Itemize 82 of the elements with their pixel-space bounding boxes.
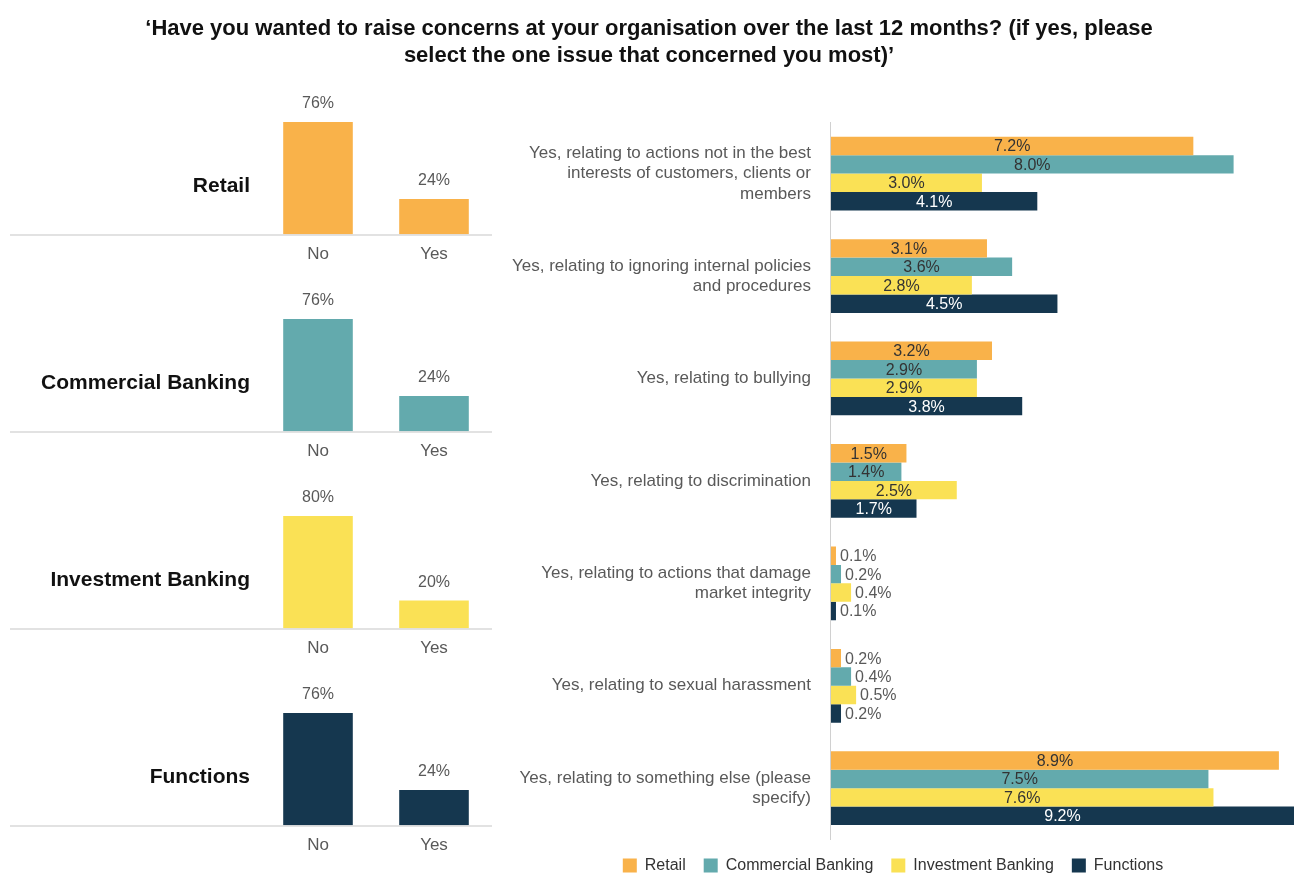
data-label: 3.2% [893,342,930,360]
data-label: 8.0% [1014,155,1051,173]
data-label: 7.5% [1001,770,1038,788]
bar [830,341,993,361]
data-label: 3.6% [903,258,940,276]
bar [830,648,842,668]
x-tick-label: No [307,835,329,855]
bar [830,601,836,621]
bar [830,564,842,584]
data-label: 0.2% [845,704,882,722]
data-label: 2.5% [875,481,913,499]
data-label: 76% [301,685,335,703]
bar [830,546,836,565]
y-axis-title: Retail [192,173,250,197]
bar [830,583,852,602]
bar [830,499,917,518]
data-label: 0.1% [839,602,877,620]
y-tick-label: Yes, relating to bullying [636,368,811,388]
x-tick-label: Yes [420,244,448,264]
y-axis-title: Commercial Banking [41,370,250,394]
x-tick-label: No [307,441,329,461]
data-label: 1.7% [855,499,892,517]
bar [830,192,1038,211]
y-tick-label: Yes, relating to ignoring internal policies and procedures [511,255,811,295]
data-label: 2.8% [883,276,920,294]
data-label: 80% [301,488,335,506]
data-label: 7.2% [993,137,1031,155]
data-label: 24% [417,368,451,386]
data-label: 0.5% [860,686,897,704]
data-label: 24% [417,171,451,189]
bar [830,294,1058,313]
data-label: 4.1% [915,192,953,210]
data-label: 1.4% [847,463,885,481]
data-label: 0.2% [845,565,882,583]
data-label: 2.9% [885,379,923,397]
data-label: 0.4% [855,583,892,601]
text: ‘Have you wanted to raise concerns at your organisation over the last 12 months? (if yes, please select the one issue that concerned you most)’ [144,14,1154,68]
data-label: 8.9% [1036,751,1074,769]
legend-label: Functions [1093,855,1164,873]
x-tick-label: No [307,638,329,658]
bar [830,788,1214,807]
bar [830,239,987,258]
y-tick-label: Yes, relating to something else (please specify) [519,767,811,808]
x-tick-label: Yes [420,441,448,461]
data-label: 20% [417,572,451,590]
bar [830,769,1209,789]
data-label: 24% [417,762,451,780]
bar [830,806,1294,826]
bar [830,378,977,397]
data-label: 9.2% [1044,807,1081,825]
y-tick-label: Yes, relating to discrimination [590,470,811,490]
y-tick-label: Yes, relating to actions that damage market integrity [541,562,812,603]
data-label: 3.8% [908,397,945,415]
legend-label: Investment Banking [913,855,1054,873]
data-label: 0.4% [855,667,892,685]
data-label: 1.5% [850,444,887,462]
data-label: 4.5% [925,295,963,313]
data-label: 0.2% [845,649,882,667]
y-axis-title: Functions [149,764,250,788]
y-tick-label: Yes, relating to sexual harassment [551,675,812,695]
data-label: 3.0% [888,174,925,192]
data-label: 0.1% [839,547,877,565]
data-label: 2.9% [885,360,923,378]
bar [830,667,852,686]
data-label: 7.6% [1003,788,1041,806]
bar [830,396,1023,416]
bar [830,136,1194,156]
data-label: 76% [301,291,335,309]
x-tick-label: Yes [420,638,448,658]
data-label: 76% [301,94,335,112]
bar [830,751,1279,770]
legend-label: Retail [644,855,686,873]
x-tick-label: Yes [420,835,448,855]
y-tick-label: Yes, relating to actions not in the best interests of customers, clients or members [528,142,812,203]
data-label: 3.1% [890,239,928,257]
bar [830,704,842,723]
bar [830,155,1234,174]
y-axis-title: Investment Banking [50,567,250,591]
x-tick-label: No [307,244,329,264]
bar [830,257,1013,277]
legend-label: Commercial Banking [725,855,874,873]
bar [830,685,857,705]
